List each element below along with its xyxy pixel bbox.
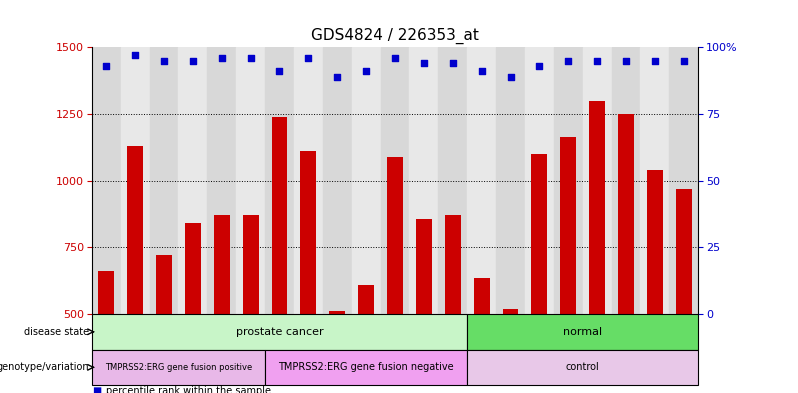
Bar [618,114,634,393]
Point [128,52,141,58]
Bar [265,47,294,314]
Bar [589,101,605,393]
Point [504,73,517,80]
Bar [583,47,611,314]
Bar [503,309,519,393]
Text: TMPRSS2:ERG gene fusion negative: TMPRSS2:ERG gene fusion negative [279,362,454,372]
Bar [127,146,143,393]
Text: ■: ■ [92,386,101,393]
Bar [214,215,230,393]
Bar [156,255,172,393]
Text: genotype/variation: genotype/variation [0,362,89,372]
Bar [438,47,467,314]
Bar [611,47,641,314]
Title: GDS4824 / 226353_at: GDS4824 / 226353_at [311,28,479,44]
Bar [409,47,438,314]
Bar [323,47,352,314]
Point [678,57,690,64]
Point [476,68,488,74]
Point [302,55,314,61]
Bar [670,47,698,314]
Bar [358,285,374,393]
Text: normal: normal [563,327,602,337]
Bar [444,215,460,393]
Point [187,57,200,64]
Point [446,60,459,66]
Point [273,68,286,74]
Point [215,55,228,61]
Bar [467,47,496,314]
Bar [381,47,409,314]
Text: control: control [566,362,599,372]
Bar [179,47,207,314]
Point [591,57,603,64]
Point [389,55,401,61]
Bar [271,117,287,393]
Bar [92,47,120,314]
Bar [98,271,114,393]
Bar [531,154,547,393]
Point [533,63,546,69]
Bar [265,349,467,385]
Bar [294,47,323,314]
Point [100,63,113,69]
Bar [496,47,525,314]
Text: prostate cancer: prostate cancer [235,327,323,337]
Point [360,68,373,74]
Bar [300,151,316,393]
Bar [352,47,381,314]
Point [417,60,430,66]
Bar [641,47,670,314]
Point [620,57,633,64]
Point [649,57,662,64]
Text: percentile rank within the sample: percentile rank within the sample [106,386,271,393]
Bar [647,170,663,393]
Bar [525,47,554,314]
Bar [149,47,179,314]
Bar [185,223,201,393]
Bar [92,314,467,349]
Point [244,55,257,61]
Point [331,73,344,80]
Point [157,57,170,64]
Bar [467,349,698,385]
Bar [120,47,149,314]
Bar [207,47,236,314]
Bar [554,47,583,314]
Bar [560,136,576,393]
Text: disease state: disease state [24,327,89,337]
Bar [676,189,692,393]
Bar [243,215,259,393]
Bar [387,156,403,393]
Point [562,57,575,64]
Bar [92,349,265,385]
Bar [467,314,698,349]
Bar [236,47,265,314]
Bar [474,278,490,393]
Text: TMPRSS2:ERG gene fusion positive: TMPRSS2:ERG gene fusion positive [105,363,252,372]
Bar [330,311,346,393]
Bar [416,219,432,393]
